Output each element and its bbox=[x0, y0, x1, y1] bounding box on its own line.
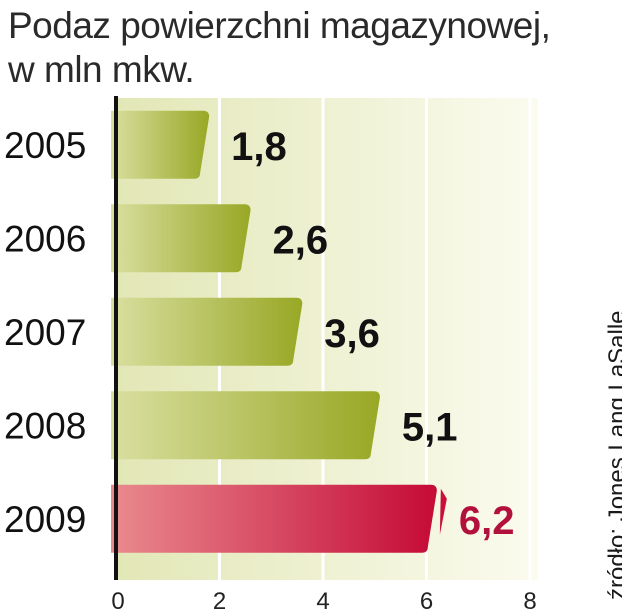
bar-highlight-accent bbox=[439, 488, 447, 535]
x-tick-label: 6 bbox=[420, 588, 433, 615]
value-label-2007: 3,6 bbox=[324, 312, 380, 356]
x-tick-label: 0 bbox=[111, 588, 124, 615]
x-tick-labels: 0 2 4 6 8 bbox=[111, 588, 536, 615]
x-tick-label: 2 bbox=[213, 588, 226, 615]
bar-2008 bbox=[111, 391, 380, 460]
category-labels: 2005 2006 2007 2008 2009 bbox=[4, 125, 86, 540]
value-label-2008: 5,1 bbox=[402, 405, 458, 449]
bar-2009 bbox=[111, 484, 437, 553]
value-labels: 1,8 2,6 3,6 5,1 6,2 bbox=[231, 125, 514, 543]
bar-2007 bbox=[111, 297, 303, 366]
category-label-2008: 2008 bbox=[4, 405, 86, 446]
category-label-2005: 2005 bbox=[4, 125, 86, 166]
chart-subtitle: w mln mkw. bbox=[8, 49, 195, 90]
bars bbox=[111, 110, 447, 553]
category-label-2009: 2009 bbox=[4, 499, 86, 540]
source-note: źródło: Jones Lang LaSalle bbox=[604, 310, 622, 600]
category-label-2007: 2007 bbox=[4, 312, 86, 353]
category-label-2006: 2006 bbox=[4, 218, 86, 259]
value-label-2009: 6,2 bbox=[459, 499, 515, 543]
value-label-2005: 1,8 bbox=[231, 125, 287, 169]
x-tick-label: 8 bbox=[523, 588, 536, 615]
x-tick-label: 4 bbox=[316, 588, 329, 615]
bar-2006 bbox=[111, 204, 251, 273]
chart-title-line: Podaz powierzchni magazynowej, bbox=[8, 5, 551, 46]
chart-title: Podaz powierzchni magazynowej, w mln mkw… bbox=[8, 4, 551, 92]
bar-2005 bbox=[111, 110, 210, 179]
value-label-2006: 2,6 bbox=[273, 218, 329, 262]
